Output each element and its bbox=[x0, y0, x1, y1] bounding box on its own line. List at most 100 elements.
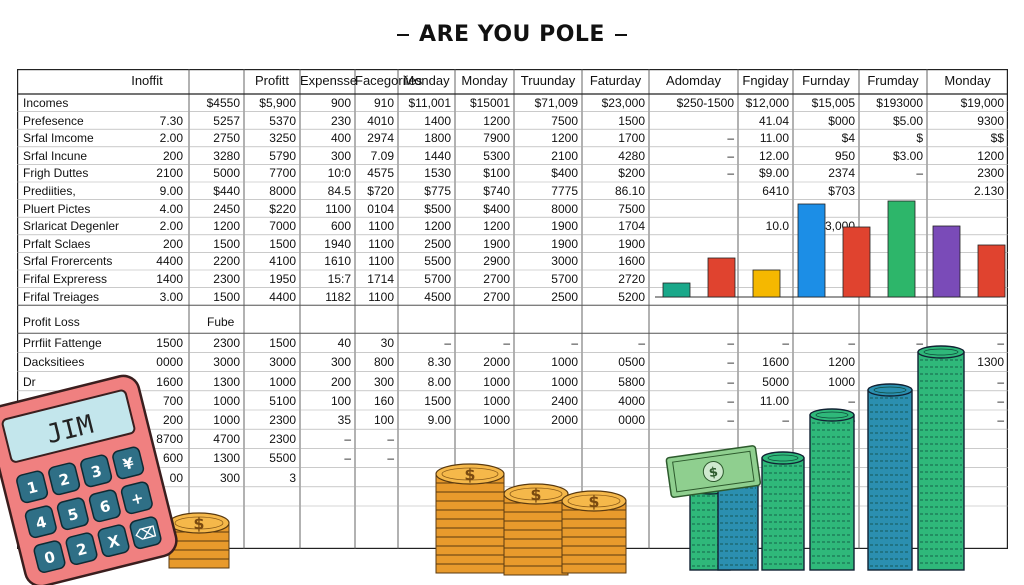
table-cell: 1200 bbox=[977, 148, 1004, 163]
row-label: Incomes bbox=[23, 96, 69, 110]
table-cell: 1950 bbox=[269, 272, 296, 286]
table-cell: 1000 bbox=[213, 413, 240, 427]
table-cell: 5000 bbox=[213, 166, 240, 181]
row-label: Dacksitiees bbox=[23, 355, 85, 370]
column-header: Adomday bbox=[666, 73, 721, 88]
table-cell: 1200 bbox=[828, 355, 855, 370]
table-cell: 3280 bbox=[213, 148, 240, 163]
table-cell: 8.00 bbox=[427, 374, 451, 389]
row-label: Frifal Treiages bbox=[23, 289, 100, 304]
table-cell: 2.00 bbox=[159, 131, 183, 146]
table-cell: – bbox=[782, 413, 789, 427]
row-label: Srfal Frorercents bbox=[23, 254, 113, 269]
table-cell: 5000 bbox=[762, 374, 789, 389]
table-cell: – bbox=[997, 374, 1004, 389]
table-cell: 0500 bbox=[618, 355, 645, 370]
table-cell: 1900 bbox=[483, 236, 510, 251]
table-cell: 4100 bbox=[269, 254, 296, 269]
column-header: Inoffit bbox=[131, 73, 163, 88]
table-cell: 700 bbox=[162, 393, 183, 408]
table-cell: $720 bbox=[367, 184, 394, 198]
table-cell: $3.00 bbox=[892, 148, 923, 163]
row-label: Prefesence bbox=[23, 113, 84, 128]
table-cell: 0104 bbox=[367, 201, 394, 216]
table-cell: 00 bbox=[169, 470, 183, 485]
table-cell: 3250 bbox=[269, 131, 296, 146]
table-cell: 910 bbox=[373, 96, 394, 110]
table-cell: 2400 bbox=[551, 393, 578, 408]
table-cell: 5500 bbox=[424, 254, 451, 269]
table-cell: 2100 bbox=[156, 166, 183, 181]
table-cell: 1500 bbox=[269, 336, 296, 351]
table-cell: $400 bbox=[551, 166, 578, 181]
table-cell: 7900 bbox=[483, 131, 510, 146]
table-cell: – bbox=[848, 336, 855, 351]
spreadsheet: Inoffit Profitt Expensse Facegoriies Monday M… bbox=[17, 69, 1008, 549]
table-cell: 30 bbox=[380, 336, 394, 351]
table-cell: – bbox=[727, 148, 734, 163]
table-cell: – bbox=[997, 393, 1004, 408]
table-cell: 4.00 bbox=[159, 201, 183, 216]
table-cell: $4 bbox=[841, 131, 855, 146]
table-cell: 1600 bbox=[156, 374, 183, 389]
table-cell: 7775 bbox=[551, 184, 578, 198]
table-cell: 9.00 bbox=[159, 184, 183, 198]
column-header: Furnday bbox=[802, 73, 850, 88]
table-cell: 100 bbox=[373, 413, 394, 427]
table-cell: $500 bbox=[424, 201, 451, 216]
table-cell: 600 bbox=[162, 451, 183, 466]
table-cell: $100 bbox=[483, 166, 510, 181]
table-cell: 2974 bbox=[367, 131, 394, 146]
table-cell: – bbox=[727, 413, 734, 427]
table-cell: 5370 bbox=[269, 113, 296, 128]
table-cell: $5.00 bbox=[892, 113, 923, 128]
table-cell: 900 bbox=[330, 96, 351, 110]
column-header: Monday bbox=[944, 73, 991, 88]
table-cell: 2500 bbox=[424, 236, 451, 251]
row-label: Pluert Pictes bbox=[23, 201, 91, 216]
table-cell: – bbox=[387, 432, 394, 447]
table-cell: – bbox=[344, 432, 351, 447]
table-cell: 2500 bbox=[551, 289, 578, 304]
table-cell: 7500 bbox=[618, 201, 645, 216]
table-cell: – bbox=[727, 374, 734, 389]
table-cell: 2300 bbox=[213, 272, 240, 286]
table-cell: 1300 bbox=[213, 374, 240, 389]
table-cell: 1100 bbox=[325, 201, 351, 216]
table-cell: $15,005 bbox=[811, 96, 855, 110]
table-cell: 2300 bbox=[213, 336, 240, 351]
column-header: Profitt bbox=[255, 73, 289, 88]
page-title: ARE YOU POLE bbox=[0, 22, 1024, 47]
table-cell: 2300 bbox=[269, 432, 296, 447]
column-header: Facegoriies bbox=[355, 73, 423, 88]
table-cell: 1000 bbox=[269, 374, 296, 389]
table-cell: 5200 bbox=[618, 289, 645, 304]
table-cell: 2300 bbox=[977, 166, 1004, 181]
table-cell: 2750 bbox=[213, 131, 240, 146]
title-dash-right bbox=[614, 34, 627, 36]
table-cell: – bbox=[782, 336, 789, 351]
table-cell: – bbox=[444, 336, 451, 351]
table-cell: 1800 bbox=[424, 131, 451, 146]
table-cell: 1400 bbox=[424, 113, 451, 128]
table-cell: 3,000 bbox=[824, 219, 855, 234]
table-cell: 2200 bbox=[213, 254, 240, 269]
table-cell: 950 bbox=[834, 148, 855, 163]
table-cell: 7500 bbox=[551, 113, 578, 128]
table-cell: 1600 bbox=[762, 355, 789, 370]
table-cell: – bbox=[997, 413, 1004, 427]
table-cell: 1500 bbox=[156, 336, 183, 351]
table-cell: 7.30 bbox=[159, 113, 183, 128]
table-cell: – bbox=[727, 166, 734, 181]
table-cell: 11.00 bbox=[759, 131, 789, 146]
table-cell: – bbox=[916, 336, 923, 351]
table-cell: 1500 bbox=[618, 113, 645, 128]
table-cell: 100 bbox=[330, 393, 351, 408]
table-cell: 1900 bbox=[618, 236, 645, 251]
table-cell: $15001 bbox=[469, 96, 510, 110]
table-cell: 4010 bbox=[367, 113, 394, 128]
column-header: Truunday bbox=[520, 73, 576, 88]
table-cell: 15:7 bbox=[327, 272, 351, 286]
table-cell: 84.5 bbox=[327, 184, 351, 198]
table-cell: $193000 bbox=[876, 96, 923, 110]
